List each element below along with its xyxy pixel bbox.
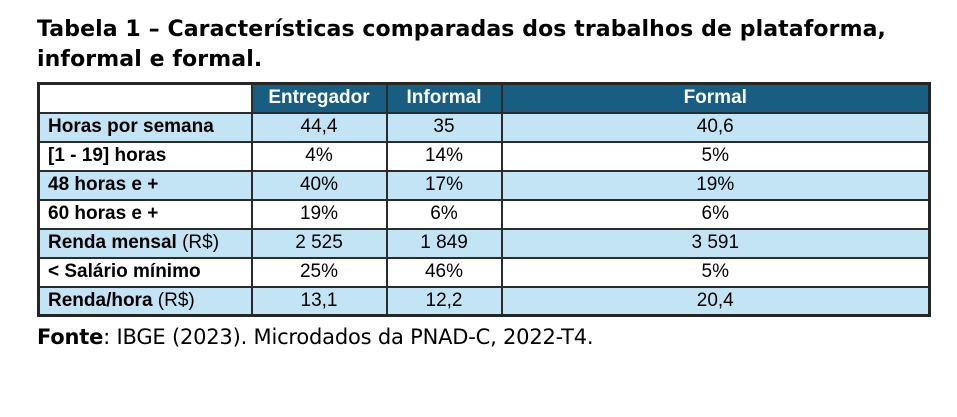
source-prefix: Fonte	[37, 325, 104, 349]
table-row-salario-minimo: < Salário mínimo 25% 46% 5%	[37, 256, 931, 288]
cell-formal: 40,6	[500, 111, 931, 143]
row-label-text: [1 - 19] horas	[48, 145, 167, 166]
row-label: Renda/hora (R$)	[37, 285, 253, 317]
row-label: Renda mensal (R$)	[37, 227, 253, 259]
row-label-text: 48 horas e +	[48, 174, 159, 195]
page: Tabela 1 – Características comparadas do…	[37, 15, 957, 349]
row-label-text: Renda mensal	[48, 232, 177, 253]
cell-entregador: 13,1	[250, 285, 388, 317]
cell-formal: 3 591	[500, 227, 931, 259]
source-text: : IBGE (2023). Microdados da PNAD-C, 202…	[103, 325, 594, 349]
comparison-table: Entregador Informal Formal Horas por sem…	[37, 82, 931, 317]
source-note: Fonte: IBGE (2023). Microdados da PNAD-C…	[37, 325, 957, 349]
row-label-text: Renda/hora	[48, 289, 153, 311]
column-header-informal: Informal	[385, 82, 503, 114]
cell-formal: 19%	[500, 169, 931, 201]
table-row-60-horas: 60 horas e + 19% 6% 6%	[37, 198, 931, 230]
row-label-suffix: (R$)	[176, 232, 220, 253]
cell-informal: 17%	[385, 169, 503, 201]
table-title: Tabela 1 – Características comparadas do…	[37, 15, 942, 75]
row-label: [1 - 19] horas	[37, 140, 253, 172]
row-label: < Salário mínimo	[37, 256, 253, 288]
table-row-renda-mensal: Renda mensal (R$) 2 525 1 849 3 591	[37, 227, 931, 259]
row-label: 60 horas e +	[37, 198, 253, 230]
row-label-text: 60 horas e +	[48, 203, 159, 224]
table-row-renda-hora: Renda/hora (R$) 13,1 12,2 20,4	[37, 285, 931, 317]
title-line-1: Tabela 1 – Características comparadas do…	[37, 17, 887, 42]
cell-entregador: 19%	[250, 198, 388, 230]
cell-informal: 1 849	[385, 227, 503, 259]
row-label: Horas por semana	[37, 111, 253, 143]
header-row: Entregador Informal Formal	[37, 82, 931, 114]
cell-formal: 5%	[500, 256, 931, 288]
cell-entregador: 44,4	[250, 111, 388, 143]
column-header-entregador: Entregador	[250, 82, 388, 114]
title-line-2: informal e formal.	[37, 47, 263, 72]
cell-formal: 5%	[500, 140, 931, 172]
row-label: 48 horas e +	[37, 169, 253, 201]
cell-entregador: 25%	[250, 256, 388, 288]
cell-formal: 6%	[500, 198, 931, 230]
cell-informal: 35	[385, 111, 503, 143]
row-label-suffix: (R$)	[152, 289, 195, 311]
corner-cell	[37, 82, 253, 114]
cell-informal: 14%	[385, 140, 503, 172]
cell-informal: 12,2	[385, 285, 503, 317]
cell-entregador: 4%	[250, 140, 388, 172]
cell-informal: 46%	[385, 256, 503, 288]
table-row-horas-por-semana: Horas por semana 44,4 35 40,6	[37, 111, 931, 143]
row-label-text: < Salário mínimo	[48, 261, 201, 282]
cell-entregador: 2 525	[250, 227, 388, 259]
table-row-48-horas: 48 horas e + 40% 17% 19%	[37, 169, 931, 201]
row-label-text: Horas por semana	[48, 116, 214, 137]
cell-informal: 6%	[385, 198, 503, 230]
cell-entregador: 40%	[250, 169, 388, 201]
column-header-formal: Formal	[500, 82, 931, 114]
cell-formal: 20,4	[500, 285, 931, 317]
table-row-1-19-horas: [1 - 19] horas 4% 14% 5%	[37, 140, 931, 172]
